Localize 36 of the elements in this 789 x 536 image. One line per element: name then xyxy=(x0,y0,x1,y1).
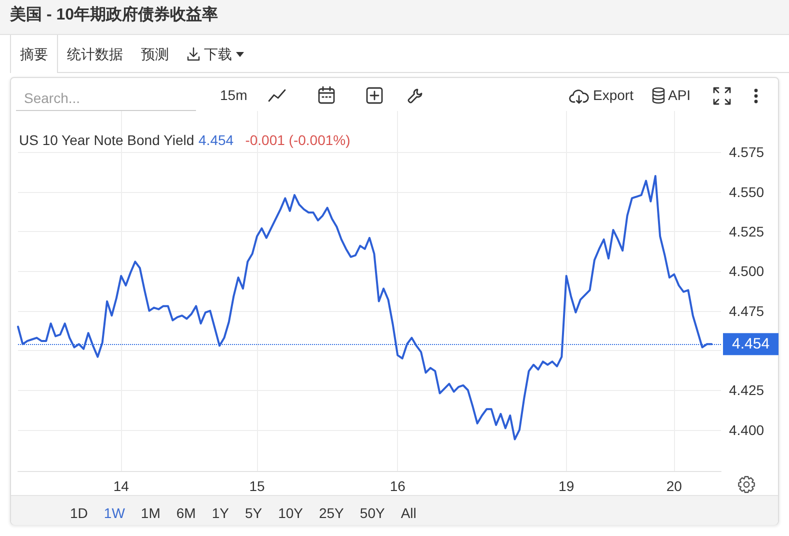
text: 1W xyxy=(102,504,126,522)
line-series xyxy=(17,175,713,440)
text: 5Y xyxy=(244,504,264,522)
text: API xyxy=(668,86,691,104)
text: 摘要 xyxy=(10,35,58,73)
text: 25Y xyxy=(318,504,345,522)
y-tick-label: 4.425 xyxy=(729,382,764,398)
text: 统计数据 xyxy=(67,45,123,63)
annotation: -0.001 (-0.001%) xyxy=(245,132,350,148)
x-tick-label: 14 xyxy=(113,478,130,494)
text: 1D xyxy=(69,504,89,522)
text: 预测 xyxy=(141,45,169,63)
y-tick-label: 4.575 xyxy=(729,144,764,160)
y-tick-label: 4.525 xyxy=(729,224,764,240)
text: US 10 Year Note Bond Yield xyxy=(19,132,194,148)
text: 下载 xyxy=(204,45,232,63)
text: 10Y xyxy=(277,504,304,522)
y-tick-label: 4.475 xyxy=(729,302,764,319)
x-tick-label: 15 xyxy=(249,478,266,494)
text: 50Y xyxy=(358,504,386,522)
y-tick-label: 4.500 xyxy=(729,263,764,280)
y-tick-label: 4.550 xyxy=(729,184,764,200)
text: All xyxy=(400,504,418,522)
x-tick-label: 20 xyxy=(666,478,682,494)
text: 6M xyxy=(175,504,197,522)
y-tick-label: 4.400 xyxy=(729,422,764,438)
chart-title: 美国 - 10年期政府债券收益率 xyxy=(9,4,218,24)
annotation: 4.454 xyxy=(198,132,234,148)
x-tick-label: 16 xyxy=(390,478,406,494)
text: Export xyxy=(593,86,634,104)
text: 1Y xyxy=(210,504,230,522)
text: 15m xyxy=(220,86,248,104)
ref-line-label: 4.454 xyxy=(732,336,770,353)
text: 1M xyxy=(140,504,162,522)
x-tick-label: 19 xyxy=(558,478,574,494)
search-field: Search... xyxy=(16,84,196,111)
